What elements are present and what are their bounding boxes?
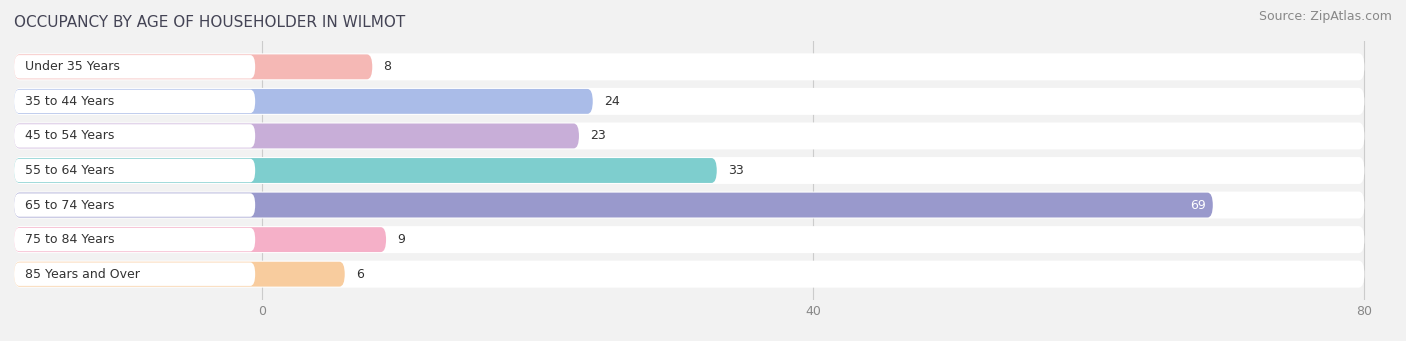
- FancyBboxPatch shape: [14, 89, 593, 114]
- FancyBboxPatch shape: [14, 55, 256, 78]
- Text: 33: 33: [728, 164, 744, 177]
- FancyBboxPatch shape: [14, 193, 256, 217]
- Text: 69: 69: [1189, 198, 1206, 211]
- FancyBboxPatch shape: [14, 124, 256, 148]
- FancyBboxPatch shape: [14, 261, 1364, 288]
- FancyBboxPatch shape: [14, 192, 1364, 219]
- Text: 35 to 44 Years: 35 to 44 Years: [25, 95, 114, 108]
- FancyBboxPatch shape: [14, 262, 344, 286]
- FancyBboxPatch shape: [14, 159, 256, 182]
- FancyBboxPatch shape: [14, 55, 373, 79]
- Text: 65 to 74 Years: 65 to 74 Years: [25, 198, 114, 211]
- Text: Source: ZipAtlas.com: Source: ZipAtlas.com: [1258, 10, 1392, 23]
- FancyBboxPatch shape: [14, 123, 579, 148]
- FancyBboxPatch shape: [14, 226, 1364, 253]
- Text: 6: 6: [356, 268, 364, 281]
- Text: 55 to 64 Years: 55 to 64 Years: [25, 164, 114, 177]
- Text: Under 35 Years: Under 35 Years: [25, 60, 120, 73]
- Text: 75 to 84 Years: 75 to 84 Years: [25, 233, 114, 246]
- Text: 45 to 54 Years: 45 to 54 Years: [25, 130, 114, 143]
- FancyBboxPatch shape: [14, 88, 1364, 115]
- Text: 24: 24: [603, 95, 620, 108]
- FancyBboxPatch shape: [14, 53, 1364, 80]
- FancyBboxPatch shape: [14, 228, 256, 251]
- FancyBboxPatch shape: [14, 157, 1364, 184]
- FancyBboxPatch shape: [14, 122, 1364, 149]
- FancyBboxPatch shape: [14, 263, 256, 286]
- FancyBboxPatch shape: [14, 227, 387, 252]
- FancyBboxPatch shape: [14, 158, 717, 183]
- FancyBboxPatch shape: [14, 193, 1213, 218]
- Text: OCCUPANCY BY AGE OF HOUSEHOLDER IN WILMOT: OCCUPANCY BY AGE OF HOUSEHOLDER IN WILMO…: [14, 15, 405, 30]
- Text: 85 Years and Over: 85 Years and Over: [25, 268, 141, 281]
- Text: 23: 23: [591, 130, 606, 143]
- Text: 9: 9: [396, 233, 405, 246]
- Text: 8: 8: [384, 60, 391, 73]
- FancyBboxPatch shape: [14, 90, 256, 113]
